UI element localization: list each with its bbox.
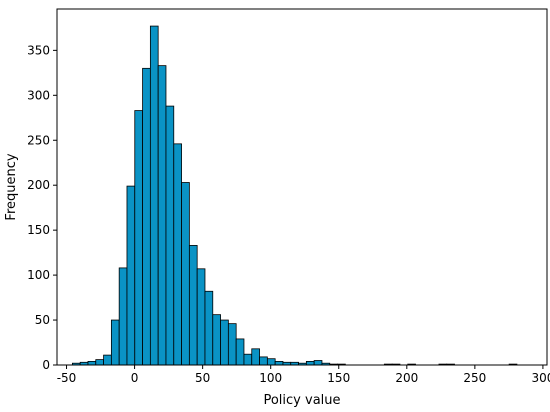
histogram-bar [204,290,214,366]
histogram-bar [165,105,175,366]
x-axis-label: Policy value [263,393,340,408]
x-tick-label: 100 [259,371,282,385]
y-tick-label: 150 [27,223,50,237]
y-tick-label: 350 [27,43,50,57]
x-tick-label: -50 [57,371,77,385]
histogram-bar [110,319,120,366]
histogram-bar [118,267,128,366]
histogram-bar [95,359,104,366]
x-tick-label: 0 [131,371,139,385]
histogram-bar [173,143,182,366]
histogram-bar [87,360,97,366]
histogram-bar [103,354,112,366]
histogram-bar [126,185,136,366]
histogram-bar [251,348,260,366]
x-tick-label: 50 [195,371,210,385]
histogram-bar [243,353,253,366]
x-tick-label: 300 [531,371,550,385]
histogram-bar [188,245,198,366]
histogram-bar [220,319,229,366]
histogram-bar [181,182,190,366]
y-axis-ticks: 0 50 100 150 200 250 300 350 [27,43,57,372]
y-tick-label: 250 [27,133,50,147]
histogram-bar [149,25,159,366]
histogram-bar [274,360,284,366]
x-tick-label: 250 [463,371,486,385]
histogram-bar [196,268,206,366]
histogram-bar [266,358,276,366]
histogram-bar [305,360,315,366]
y-tick-label: 200 [27,178,50,192]
histogram-bar [235,338,245,366]
y-tick-label: 300 [27,88,50,102]
y-tick-label: 100 [27,268,50,282]
x-axis-ticks: -50 0 50 100 150 200 250 300 [57,365,550,385]
histogram-bar [142,67,151,366]
x-tick-label: 150 [327,371,350,385]
histogram-bar [259,356,268,366]
histogram-bar [227,323,237,366]
histogram-bar [157,65,167,366]
bars-group [71,25,518,366]
y-tick-label: 50 [35,313,50,327]
y-axis-label: Frequency [4,153,19,220]
plot-frame [56,8,548,366]
y-tick-label: 0 [42,358,50,372]
x-tick-label: 200 [395,371,418,385]
histogram-bar [212,314,221,366]
histogram-bar [313,360,323,366]
histogram-bar [134,110,143,366]
